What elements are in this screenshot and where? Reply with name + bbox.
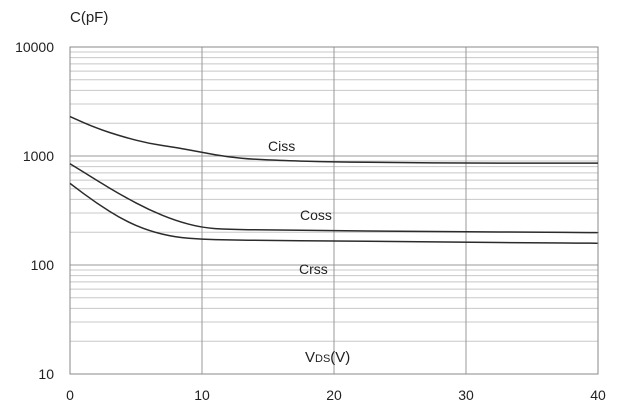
- y-tick-label: 10: [38, 366, 54, 382]
- plot-frame: [69, 46, 599, 375]
- ticks-layer: 0 10 20 30 40 10 100 1000 10000: [15, 39, 606, 403]
- x-tick-label: 0: [66, 387, 74, 403]
- x-axis-label: VDS(V): [305, 349, 350, 366]
- y-axis-label: C(pF): [70, 9, 108, 26]
- x-tick-label: 30: [458, 387, 474, 403]
- series-line-ciss: [69, 115, 598, 164]
- series-label-ciss: Ciss: [268, 138, 295, 154]
- series-layer: [69, 115, 599, 245]
- series-line-coss: [69, 163, 599, 234]
- x-axis-label-sub: DS: [315, 353, 330, 365]
- x-axis-label-main: V: [305, 349, 315, 366]
- x-tick-label: 20: [326, 387, 342, 403]
- y-tick-label: 1000: [23, 148, 54, 164]
- grid-lines: [69, 47, 599, 375]
- y-tick-label: 10000: [15, 39, 54, 55]
- series-label-crss: Crss: [299, 261, 328, 277]
- x-tick-label: 40: [590, 387, 606, 403]
- series-label-coss: Coss: [300, 207, 332, 223]
- series-line-crss: [69, 182, 599, 245]
- x-axis-label-tail: (V): [330, 349, 350, 366]
- y-tick-label: 100: [31, 257, 55, 273]
- x-tick-label: 10: [194, 387, 210, 403]
